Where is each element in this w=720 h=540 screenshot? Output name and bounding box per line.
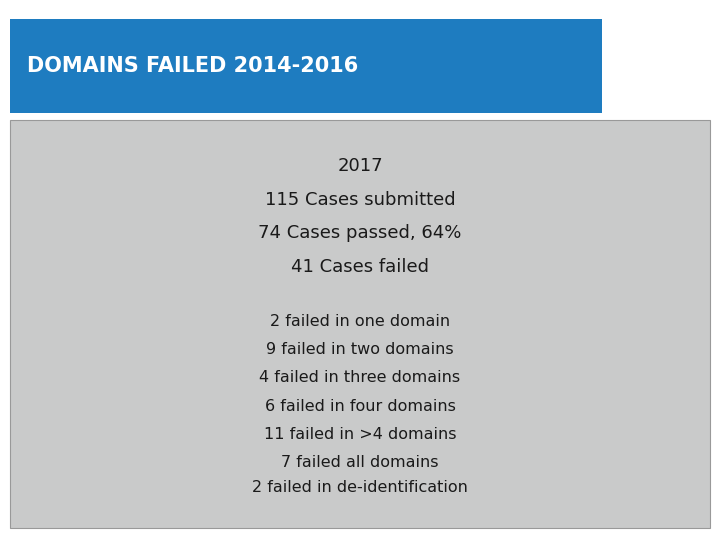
Text: 41 Cases failed: 41 Cases failed [291, 258, 429, 276]
Text: 2 failed in one domain: 2 failed in one domain [270, 314, 450, 329]
Bar [10, 19, 602, 113]
Text: 11 failed in >4 domains: 11 failed in >4 domains [264, 427, 456, 442]
Text: 7 failed all domains: 7 failed all domains [282, 455, 438, 470]
Text: 9 failed in two domains: 9 failed in two domains [266, 342, 454, 357]
Text: 115 Cases submitted: 115 Cases submitted [265, 191, 455, 209]
Text: 6 failed in four domains: 6 failed in four domains [264, 399, 456, 414]
Bar [10, 120, 710, 528]
Text: 4 failed in three domains: 4 failed in three domains [259, 370, 461, 386]
Text: 2 failed in de-identification: 2 failed in de-identification [252, 480, 468, 495]
Text: 74 Cases passed, 64%: 74 Cases passed, 64% [258, 224, 462, 242]
Text: DOMAINS FAILED 2014-2016: DOMAINS FAILED 2014-2016 [27, 56, 359, 76]
Text: 2017: 2017 [337, 157, 383, 176]
